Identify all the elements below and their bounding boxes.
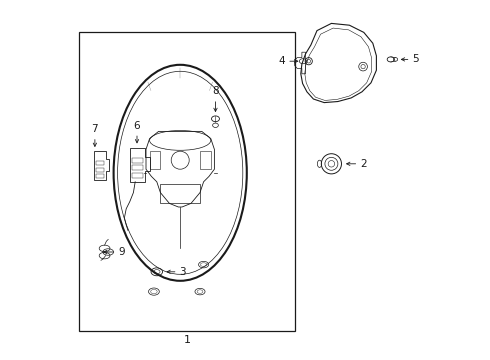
Bar [132,158,143,163]
Bar [132,165,143,170]
Text: 6: 6 [134,121,140,131]
Text: 1: 1 [184,335,191,345]
Text: 8: 8 [212,86,219,96]
Text: 9: 9 [118,247,125,257]
Bar [79,32,295,331]
Bar [96,161,104,165]
Bar [132,173,143,178]
Text: 3: 3 [179,267,186,277]
Text: 4: 4 [279,56,285,66]
Bar [96,168,104,172]
Text: 2: 2 [360,159,367,169]
Text: 7: 7 [92,124,98,134]
Text: 5: 5 [413,54,419,64]
Bar [160,184,200,203]
Bar [96,174,104,178]
